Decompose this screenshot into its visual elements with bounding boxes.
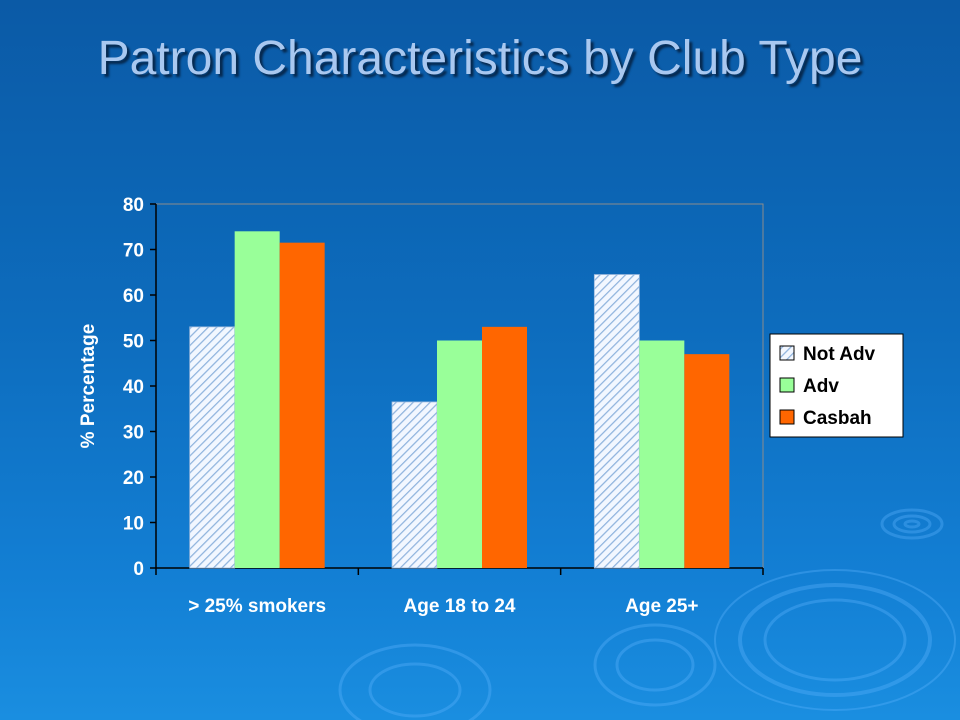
legend-label: Not Adv — [803, 344, 876, 365]
legend-swatch-not-adv — [779, 345, 795, 361]
y-tick-label: 60 — [123, 286, 144, 307]
y-tick-label: 10 — [123, 514, 144, 535]
y-tick-label: 80 — [123, 195, 144, 216]
y-axis-ticks: 0 10 20 30 40 50 60 70 80 — [123, 195, 156, 580]
y-tick-label: 70 — [123, 241, 144, 262]
y-axis-label: % Percentage — [78, 324, 99, 449]
x-axis-ticks: > 25% smokers Age 18 to 24 Age 25+ — [155, 568, 764, 617]
bar-not-adv — [189, 326, 236, 569]
x-tick-label: > 25% smokers — [188, 596, 326, 617]
y-tick-label: 50 — [123, 332, 144, 353]
bar-casbah — [279, 242, 325, 569]
legend-label: Casbah — [803, 408, 872, 429]
bar-not-adv — [593, 274, 640, 569]
y-tick-label: 20 — [123, 468, 144, 489]
x-tick-label: Age 18 to 24 — [404, 596, 516, 617]
legend-swatch-adv — [779, 377, 795, 393]
bar-adv — [234, 231, 280, 569]
legend: Not Adv Adv Casbah — [769, 333, 904, 438]
bar-casbah — [482, 326, 527, 568]
bars — [189, 231, 730, 569]
legend-label: Adv — [803, 376, 839, 397]
bar-adv — [437, 340, 482, 568]
background-ripples — [338, 508, 956, 720]
x-tick-label: Age 25+ — [625, 596, 698, 617]
slide-title: Patron Characteristics by Club Type — [97, 32, 863, 85]
y-tick-label: 30 — [123, 423, 144, 444]
legend-swatch-casbah — [779, 409, 795, 425]
bar-not-adv — [391, 401, 438, 569]
y-tick-label: 0 — [133, 559, 144, 580]
y-tick-label: 40 — [123, 377, 144, 398]
bar-adv — [639, 340, 685, 568]
bar-casbah — [684, 354, 730, 568]
